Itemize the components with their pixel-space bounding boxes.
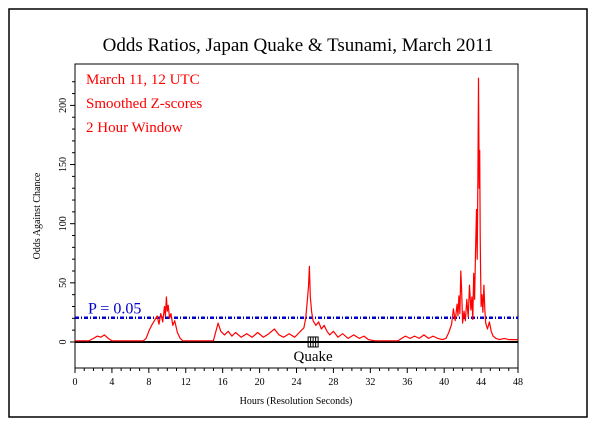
y-tick-label: 100 [58,216,69,231]
annotation-window: 2 Hour Window [86,120,183,136]
y-axis-label: Odds Against Chance [32,172,43,259]
y-tick-label: 200 [58,98,69,113]
x-tick-label: 16 [218,377,228,388]
y-tick-label: 50 [58,278,69,288]
x-tick-label: 24 [292,377,302,388]
x-tick-label: 32 [365,377,375,388]
frame-border [8,8,588,418]
x-tick-label: 20 [255,377,265,388]
x-axis-ticks: 0 4 8 12 16 20 24 28 32 36 40 44 48 [73,368,523,388]
chart-title: Odds Ratios, Japan Quake & Tsunami, Marc… [103,35,494,56]
x-tick-label: 12 [181,377,191,388]
x-axis-label: Hours (Resolution Seconds) [240,396,353,407]
quake-label: Quake [294,349,333,365]
x-tick-label: 36 [402,377,412,388]
x-tick-label: 4 [109,377,114,388]
x-tick-label: 48 [513,377,523,388]
quake-marker [307,336,319,348]
annotation-method: Smoothed Z-scores [86,96,202,112]
significance-label: P = 0.05 [88,301,141,318]
x-tick-label: 0 [73,377,78,388]
x-tick-label: 8 [146,377,151,388]
x-tick-label: 40 [439,377,449,388]
y-tick-label: 0 [58,339,69,344]
series-line [75,77,518,342]
y-tick-label: 150 [58,157,69,172]
x-tick-label: 44 [476,377,486,388]
y-axis-ticks: 0 50 100 150 200 [58,81,75,344]
x-tick-label: 28 [328,377,338,388]
annotation-date: March 11, 12 UTC [86,72,200,88]
